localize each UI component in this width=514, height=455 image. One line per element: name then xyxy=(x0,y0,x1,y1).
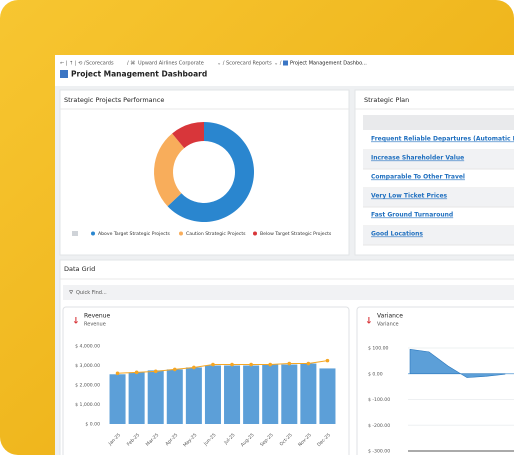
panel-title: Strategic Projects Performance xyxy=(64,96,164,104)
area xyxy=(409,348,506,378)
card-title: Variance xyxy=(377,313,403,320)
donut-segment xyxy=(154,133,185,207)
legend-label: Above Target Strategic Projects xyxy=(98,231,170,237)
y-tick-label: $ 100.00 xyxy=(368,346,389,352)
bar xyxy=(243,365,260,424)
top-bar xyxy=(55,55,514,86)
line-point xyxy=(268,362,273,367)
legend-dot xyxy=(91,231,95,236)
bar xyxy=(300,363,317,424)
y-tick-label: $ -100.00 xyxy=(368,397,390,403)
title-icon xyxy=(60,70,68,78)
legend-dot xyxy=(253,231,257,236)
dashboard-icon xyxy=(283,60,288,66)
legend-label: Caution Strategic Projects xyxy=(186,231,246,237)
line-point xyxy=(325,358,330,363)
plan-link[interactable]: Very Low Ticket Prices xyxy=(371,193,448,200)
bar xyxy=(109,374,126,424)
breadcrumb-item[interactable]: Scorecard Reports xyxy=(226,61,272,67)
y-tick-label: $ -300.00 xyxy=(368,449,390,455)
nav-icons[interactable]: ← | ↑ | ⟲ / xyxy=(60,61,86,67)
plan-link[interactable]: Frequent Reliable Departures (Automatic … xyxy=(371,136,514,143)
charts: Strategic Projects Performance Above Targ… xyxy=(64,96,514,455)
arrow-down: ↓ xyxy=(72,317,80,327)
plan-list: Frequent Reliable Departures (Automatic … xyxy=(363,136,514,246)
card-subtitle: Revenue xyxy=(84,322,106,328)
plan-link[interactable]: Good Locations xyxy=(371,231,423,238)
y-tick-label: $ 0.00 xyxy=(368,371,383,377)
line-point xyxy=(306,361,311,366)
line-point xyxy=(249,362,253,367)
bar xyxy=(147,370,164,424)
y-tick-label: $ 0.00 xyxy=(85,422,100,428)
bar xyxy=(128,372,145,424)
y-tick-label: $ 1,000.00 xyxy=(75,402,100,408)
bar xyxy=(281,364,298,424)
arrow-down: ↓ xyxy=(365,317,373,327)
quick-find-placeholder: Quick Find... xyxy=(76,290,107,296)
card-subtitle: Variance xyxy=(377,322,399,328)
breadcrumb-sep: / ⌘ xyxy=(127,61,135,67)
legend-label: Below Target Strategic Projects xyxy=(260,231,332,237)
breadcrumb-item[interactable]: Upward Airlines Corporate xyxy=(138,61,204,67)
line-point xyxy=(153,369,158,374)
panel-title: Strategic Plan xyxy=(364,96,409,104)
y-tick-label: $ 4,000.00 xyxy=(75,344,100,350)
bar xyxy=(166,369,183,424)
plan-link[interactable]: Comparable To Other Travel xyxy=(371,174,465,181)
panel-title: Data Grid xyxy=(64,265,95,273)
plan-link[interactable]: Fast Ground Turnaround xyxy=(371,212,453,219)
y-tick-label: $ 2,000.00 xyxy=(75,383,100,389)
bar xyxy=(204,365,221,424)
row-shade xyxy=(363,226,514,245)
breadcrumb-item[interactable]: Scorecards xyxy=(86,61,114,67)
filter-icon: ⛛ xyxy=(69,290,74,296)
breadcrumb-item[interactable]: Project Management Dashbo... xyxy=(290,61,367,67)
page-title: Project Management Dashboard xyxy=(71,70,207,79)
breadcrumb-sep: ⌄ / xyxy=(217,61,225,67)
breadcrumb-sep: ⌄ / xyxy=(274,61,282,67)
bar xyxy=(185,367,202,424)
line-point xyxy=(211,362,215,367)
bar xyxy=(224,365,241,424)
quick-find[interactable] xyxy=(63,285,514,300)
row-shade xyxy=(363,150,514,169)
legend-icon xyxy=(72,231,78,236)
line-point xyxy=(287,361,292,366)
performance-panel xyxy=(59,89,350,256)
legend-dot xyxy=(179,231,183,236)
donut-segment xyxy=(172,122,204,149)
y-tick-label: $ -200.00 xyxy=(368,423,390,429)
table-header xyxy=(363,115,514,130)
bar xyxy=(319,368,336,424)
row-shade xyxy=(363,188,514,207)
variance-card xyxy=(356,306,514,455)
bar xyxy=(262,364,279,424)
line xyxy=(117,360,328,374)
line-point xyxy=(115,371,120,376)
card-title: Revenue xyxy=(84,313,110,320)
line-point xyxy=(134,370,139,375)
line-point xyxy=(172,367,177,372)
line-point xyxy=(192,365,196,370)
y-tick-label: $ 3,000.00 xyxy=(75,363,100,369)
donut-segment xyxy=(167,122,254,222)
plan-link[interactable]: Increase Shareholder Value xyxy=(371,155,464,162)
line-point xyxy=(230,362,234,367)
